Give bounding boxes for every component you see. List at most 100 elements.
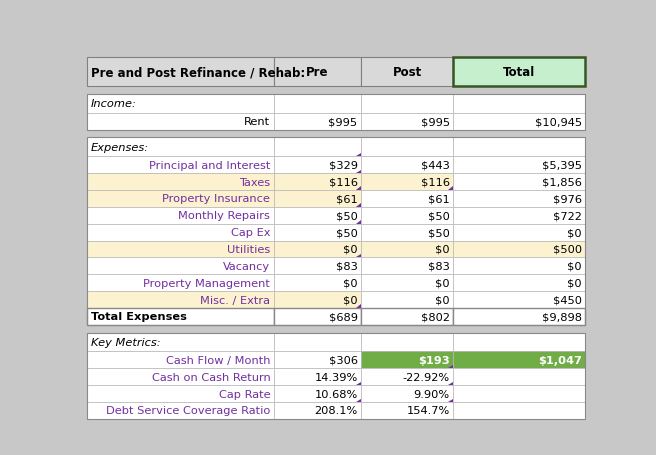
Text: $306: $306: [329, 355, 358, 365]
Bar: [361, 333, 453, 352]
Bar: [361, 191, 453, 207]
Bar: [274, 241, 361, 258]
Bar: [453, 157, 585, 174]
Bar: [274, 157, 361, 174]
Text: $5,395: $5,395: [542, 160, 582, 170]
Bar: [274, 292, 361, 308]
Polygon shape: [356, 399, 361, 402]
Text: $722: $722: [553, 211, 582, 221]
Bar: [274, 258, 361, 275]
Text: $83: $83: [336, 261, 358, 271]
Text: $0: $0: [435, 295, 450, 305]
Polygon shape: [448, 399, 453, 402]
Bar: [453, 95, 585, 113]
Text: $443: $443: [421, 160, 450, 170]
Text: $0: $0: [567, 278, 582, 288]
Bar: [274, 207, 361, 224]
Bar: [274, 333, 361, 352]
Text: Cap Ex: Cap Ex: [231, 228, 270, 238]
Bar: [87, 402, 274, 419]
Bar: [361, 402, 453, 419]
Polygon shape: [356, 305, 361, 308]
Text: Key Metrics:: Key Metrics:: [91, 337, 160, 347]
Text: $329: $329: [329, 160, 358, 170]
Bar: [87, 275, 274, 292]
Bar: [453, 191, 585, 207]
Text: Income:: Income:: [91, 99, 136, 109]
Text: $689: $689: [329, 312, 358, 322]
Bar: [453, 258, 585, 275]
Text: Vacancy: Vacancy: [223, 261, 270, 271]
Bar: [453, 333, 585, 352]
Bar: [274, 369, 361, 385]
Bar: [361, 138, 453, 157]
Bar: [361, 113, 453, 130]
Bar: [87, 369, 274, 385]
Text: $10,945: $10,945: [535, 117, 582, 127]
Text: Principal and Interest: Principal and Interest: [149, 160, 270, 170]
Text: $193: $193: [418, 355, 450, 365]
Text: $500: $500: [552, 244, 582, 254]
Text: $9,898: $9,898: [542, 312, 582, 322]
Bar: [274, 95, 361, 113]
Text: $50: $50: [336, 228, 358, 238]
Bar: [274, 308, 361, 325]
Text: Cash on Cash Return: Cash on Cash Return: [152, 372, 270, 382]
Polygon shape: [448, 365, 453, 369]
Text: $50: $50: [336, 211, 358, 221]
Polygon shape: [356, 382, 361, 385]
Text: $0: $0: [343, 244, 358, 254]
Bar: [453, 207, 585, 224]
Text: $995: $995: [329, 117, 358, 127]
Text: 14.39%: 14.39%: [314, 372, 358, 382]
Bar: [361, 95, 453, 113]
Bar: [87, 138, 274, 157]
Text: Cash Flow / Month: Cash Flow / Month: [166, 355, 270, 365]
Bar: [361, 241, 453, 258]
Bar: [453, 58, 585, 87]
Text: $116: $116: [329, 177, 358, 187]
Bar: [453, 275, 585, 292]
Bar: [274, 113, 361, 130]
Bar: [274, 138, 361, 157]
Text: Post: Post: [392, 66, 422, 79]
Bar: [361, 58, 453, 87]
Bar: [453, 308, 585, 325]
Text: Monthly Repairs: Monthly Repairs: [178, 211, 270, 221]
Bar: [87, 224, 274, 241]
Text: $995: $995: [420, 117, 450, 127]
Bar: [453, 385, 585, 402]
Text: Total Expenses: Total Expenses: [91, 312, 186, 322]
Bar: [274, 174, 361, 191]
Polygon shape: [448, 382, 453, 385]
Bar: [453, 352, 585, 369]
Bar: [274, 224, 361, 241]
Bar: [87, 308, 274, 325]
Polygon shape: [356, 254, 361, 258]
Bar: [87, 385, 274, 402]
Polygon shape: [356, 170, 361, 174]
Bar: [453, 241, 585, 258]
Text: Property Management: Property Management: [144, 278, 270, 288]
Text: $0: $0: [567, 261, 582, 271]
Bar: [453, 113, 585, 130]
Bar: [87, 157, 274, 174]
Text: $61: $61: [428, 194, 450, 204]
Text: -22.92%: -22.92%: [403, 372, 450, 382]
Text: Pre: Pre: [306, 66, 329, 79]
Text: 208.1%: 208.1%: [314, 405, 358, 415]
Bar: [87, 352, 274, 369]
Text: $0: $0: [343, 295, 358, 305]
Text: 154.7%: 154.7%: [407, 405, 450, 415]
Text: $1,047: $1,047: [538, 355, 582, 365]
Bar: [87, 258, 274, 275]
Text: $802: $802: [420, 312, 450, 322]
Text: Debt Service Coverage Ratio: Debt Service Coverage Ratio: [106, 405, 270, 415]
Text: $0: $0: [435, 278, 450, 288]
Text: Utilities: Utilities: [227, 244, 270, 254]
Bar: [361, 258, 453, 275]
Bar: [361, 174, 453, 191]
Bar: [361, 369, 453, 385]
Bar: [87, 292, 274, 308]
Text: $450: $450: [553, 295, 582, 305]
